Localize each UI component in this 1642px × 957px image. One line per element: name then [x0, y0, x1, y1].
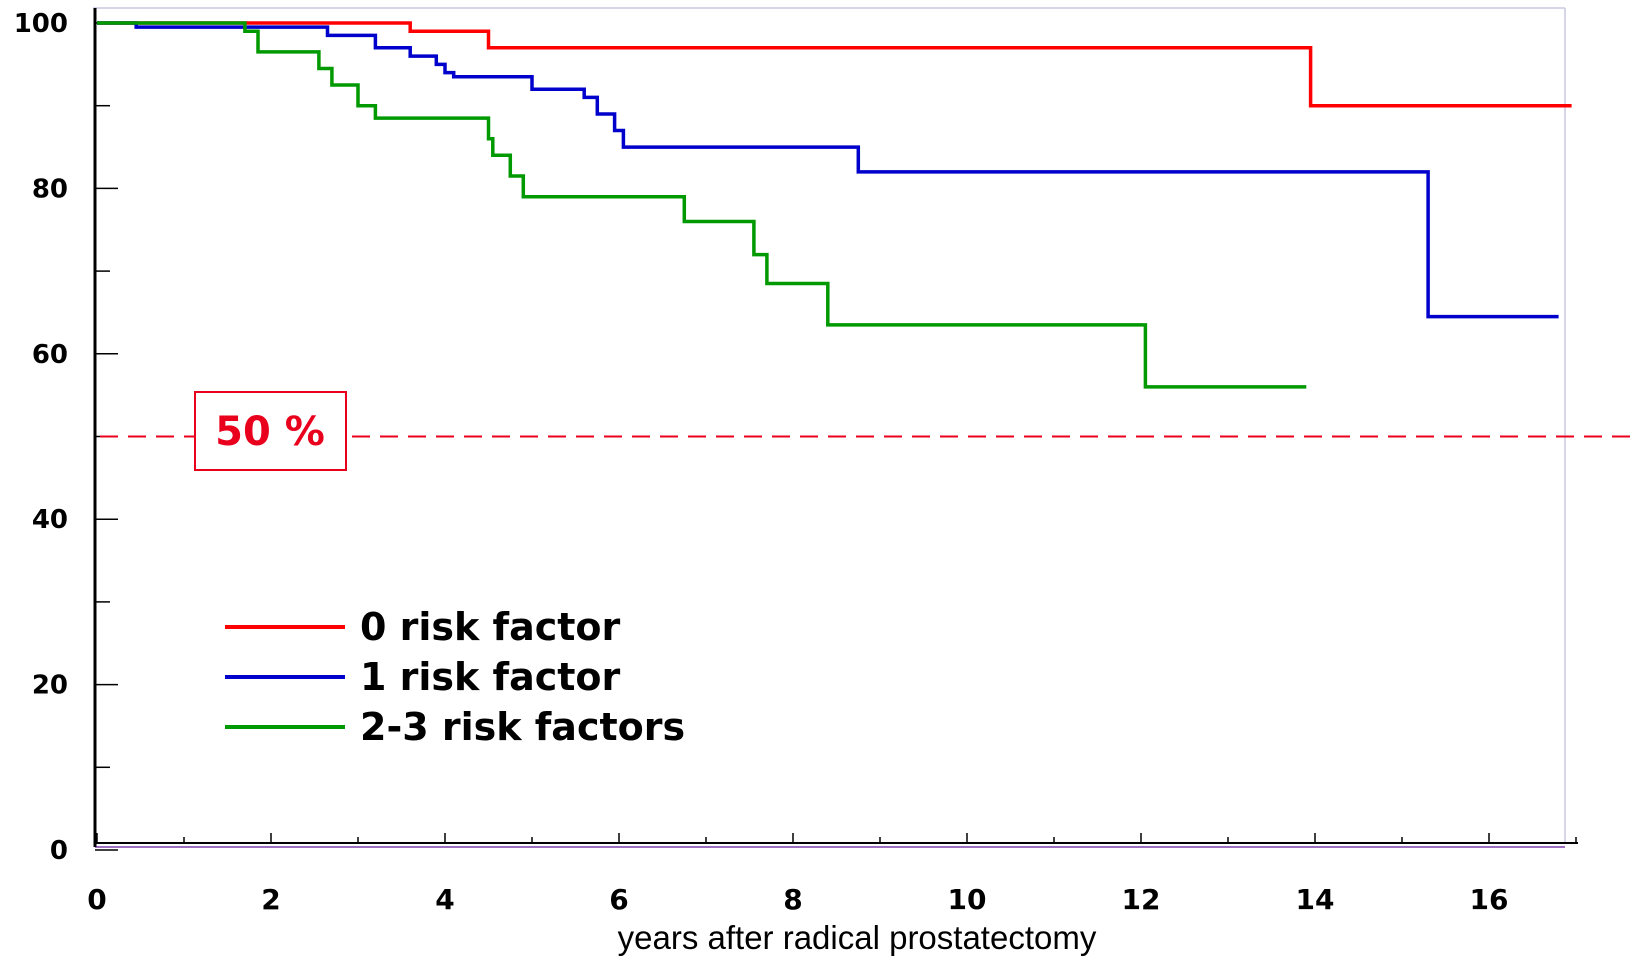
x-tick-label: 0: [87, 883, 106, 916]
x-tick-label: 12: [1122, 883, 1161, 916]
y-tick-label: 100: [14, 9, 68, 39]
series-line-1: [97, 21, 1559, 319]
x-tick-label: 14: [1296, 883, 1335, 916]
reference-label: 50 %: [215, 409, 325, 455]
legend-label-2: 2-3 risk factors: [360, 705, 685, 749]
y-tick-label: 0: [50, 836, 68, 866]
x-tick-label: 4: [435, 883, 454, 916]
y-tick-label: 40: [32, 505, 68, 535]
x-tick-label: 16: [1470, 883, 1509, 916]
x-axis-label: years after radical prostatectomy: [618, 919, 1097, 956]
legend-label-1: 1 risk factor: [360, 655, 621, 699]
y-tick-label: 80: [32, 174, 68, 204]
legend-label-0: 0 risk factor: [360, 605, 621, 649]
x-tick-label: 10: [948, 883, 987, 916]
series-line-2: [97, 21, 1307, 389]
x-axis: 0 2 4 6 8 10 12 14 16: [87, 833, 1577, 916]
x-tick-label: 2: [261, 883, 280, 916]
y-tick-label: 60: [32, 340, 68, 370]
series-line-0: [97, 21, 1572, 108]
series-group: [97, 21, 1572, 389]
x-tick-label: 8: [783, 883, 802, 916]
y-axis: 0 20 40 60 80 100: [14, 9, 118, 866]
y-tick-label: 20: [32, 671, 68, 701]
x-tick-label: 6: [609, 883, 628, 916]
reference-label-box: [194, 391, 347, 471]
legend: 0 risk factor 1 risk factor 2-3 risk facto…: [225, 605, 685, 749]
